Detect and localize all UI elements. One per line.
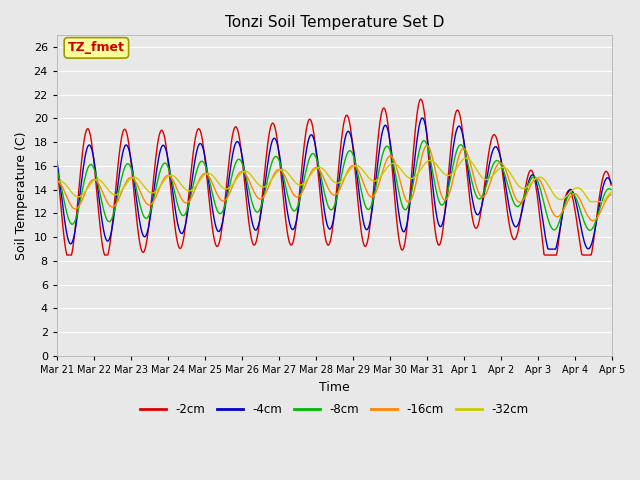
Title: Tonzi Soil Temperature Set D: Tonzi Soil Temperature Set D xyxy=(225,15,444,30)
Y-axis label: Soil Temperature (C): Soil Temperature (C) xyxy=(15,132,28,260)
X-axis label: Time: Time xyxy=(319,381,349,394)
Text: TZ_fmet: TZ_fmet xyxy=(68,41,125,54)
Legend: -2cm, -4cm, -8cm, -16cm, -32cm: -2cm, -4cm, -8cm, -16cm, -32cm xyxy=(136,398,533,420)
